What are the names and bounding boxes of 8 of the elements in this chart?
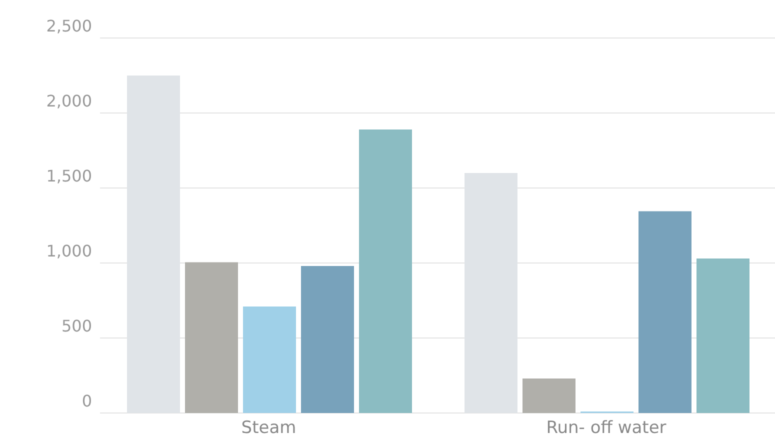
y-tick-label: 1,000	[46, 242, 92, 261]
y-tick-label: 2,500	[46, 16, 92, 36]
x-tick-label: Steam	[241, 418, 296, 438]
y-tick-label: 2,000	[46, 92, 92, 111]
y-tick-label: 500	[61, 316, 92, 336]
x-tick-label: Run- off water	[546, 418, 666, 438]
y-tick-label: 0	[82, 392, 92, 411]
y-tick-label: 1,500	[46, 166, 92, 186]
